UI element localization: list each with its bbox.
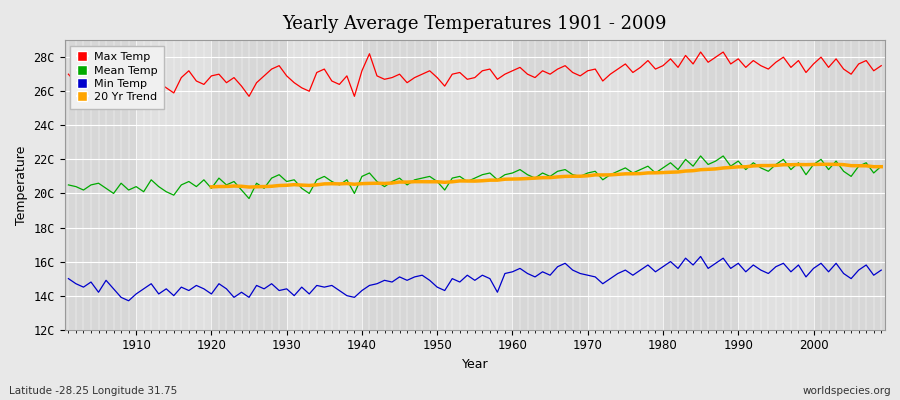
Bar [61, 40, 136, 330]
Bar [362, 40, 437, 330]
Legend: Max Temp, Mean Temp, Min Temp, 20 Yr Trend: Max Temp, Mean Temp, Min Temp, 20 Yr Tre… [70, 46, 164, 109]
Bar [512, 40, 588, 330]
Bar [663, 40, 738, 330]
X-axis label: Year: Year [462, 358, 488, 371]
Bar [212, 40, 287, 330]
Y-axis label: Temperature: Temperature [15, 145, 28, 225]
Title: Yearly Average Temperatures 1901 - 2009: Yearly Average Temperatures 1901 - 2009 [283, 15, 667, 33]
Text: Latitude -28.25 Longitude 31.75: Latitude -28.25 Longitude 31.75 [9, 386, 177, 396]
Bar [814, 40, 889, 330]
Text: worldspecies.org: worldspecies.org [803, 386, 891, 396]
